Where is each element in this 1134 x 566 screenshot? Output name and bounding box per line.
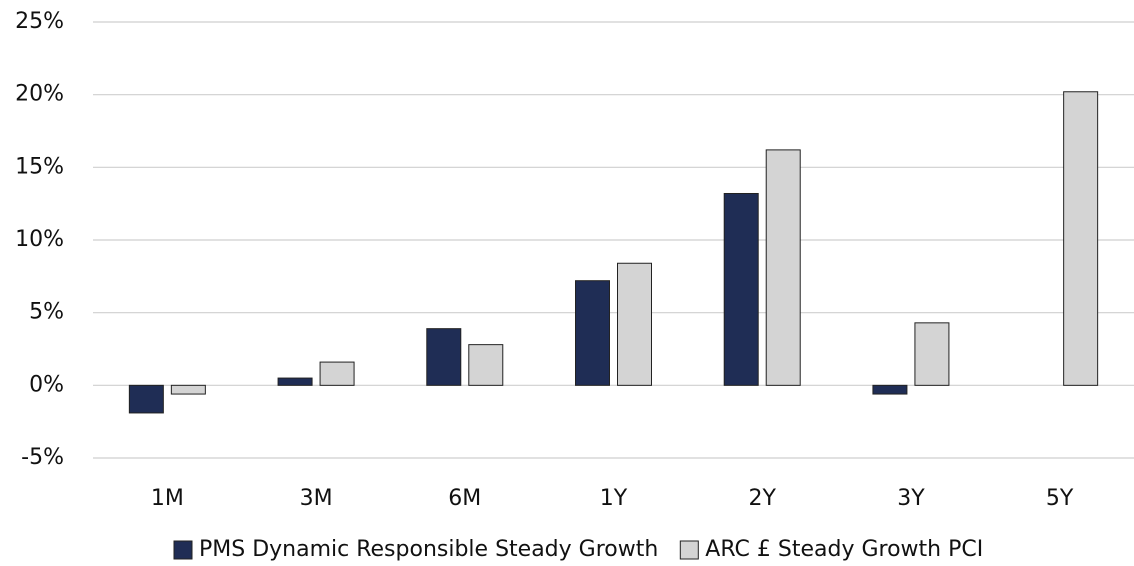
bar <box>1063 91 1099 386</box>
y-tick-label: 15% <box>15 154 64 179</box>
bar <box>914 322 950 386</box>
bar <box>872 384 908 395</box>
bar <box>128 384 164 414</box>
x-tick-label: 3Y <box>897 486 925 511</box>
bar <box>277 377 313 386</box>
y-tick-label: 25% <box>15 9 64 34</box>
x-tick-label: 1M <box>151 486 184 511</box>
x-tick-label: 3M <box>300 486 333 511</box>
bar <box>170 384 206 395</box>
legend-label: PMS Dynamic Responsible Steady Growth <box>199 537 658 562</box>
bar <box>617 262 652 386</box>
bar <box>575 280 610 386</box>
y-tick-label: 10% <box>15 227 64 252</box>
y-tick-label: 20% <box>15 82 64 107</box>
x-tick-label: 5Y <box>1046 486 1074 511</box>
x-tick-label: 6M <box>448 486 481 511</box>
bar <box>723 192 759 386</box>
legend-swatch <box>173 540 193 560</box>
bar <box>468 344 504 386</box>
x-tick-label: 1Y <box>600 486 628 511</box>
y-tick-label: 0% <box>29 372 64 397</box>
bar <box>319 361 355 386</box>
legend-label: ARC £ Steady Growth PCI <box>705 537 983 562</box>
bar <box>765 149 801 386</box>
x-tick-label: 2Y <box>748 486 776 511</box>
y-tick-label: -5% <box>21 445 64 470</box>
legend-swatch <box>679 540 699 560</box>
bar <box>426 328 462 386</box>
y-tick-label: 5% <box>29 300 64 325</box>
